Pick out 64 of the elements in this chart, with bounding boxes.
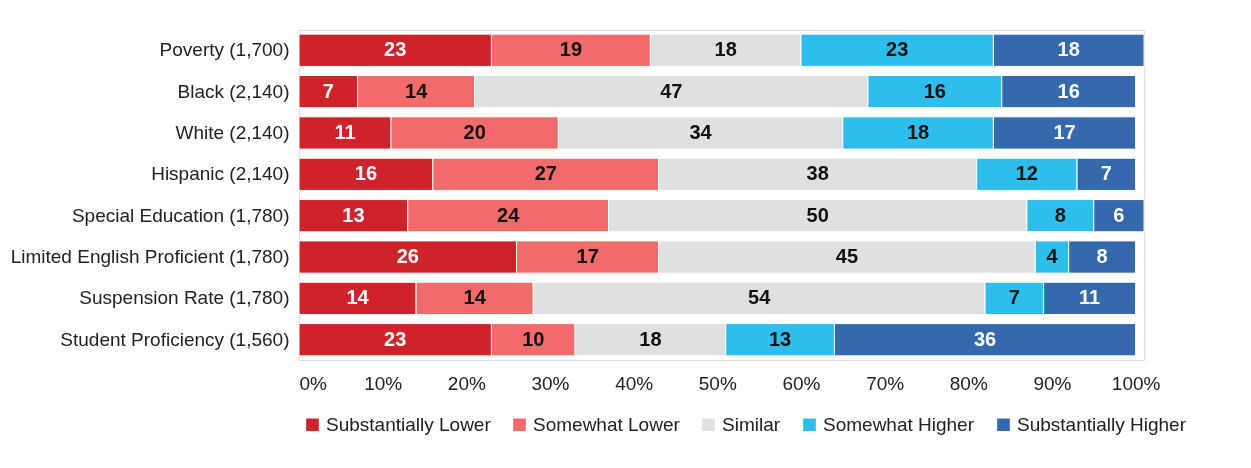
x-tick-label: 10% — [364, 372, 403, 394]
legend-label: Somewhat Higher — [823, 413, 975, 435]
data-label: 19 — [559, 38, 583, 61]
data-label: 7 — [1008, 286, 1020, 309]
x-tick-label: 50% — [698, 372, 737, 394]
y-tick-label: Student Proficiency (1,560) — [60, 328, 290, 350]
y-tick-label: Limited English Proficient (1,780) — [10, 246, 290, 268]
data-label: 18 — [1057, 38, 1080, 61]
data-label: 11 — [334, 120, 356, 143]
y-tick-label: White (2,140) — [175, 121, 290, 143]
data-label: 11 — [1079, 286, 1101, 309]
y-tick-label: Suspension Rate (1,780) — [79, 287, 290, 309]
data-label: 38 — [806, 162, 829, 185]
data-label: 36 — [973, 327, 997, 350]
data-label: 23 — [384, 38, 407, 61]
legend-label: Somewhat Lower — [533, 413, 681, 435]
data-label: 13 — [342, 203, 365, 226]
data-label: 18 — [906, 120, 930, 143]
data-label: 34 — [689, 120, 713, 143]
data-label: 47 — [660, 79, 683, 102]
y-tick-label: Special Education (1,780) — [71, 204, 290, 226]
data-label: 23 — [886, 38, 909, 61]
x-tick-label: 70% — [866, 372, 905, 394]
data-label: 18 — [714, 38, 737, 61]
data-label: 14 — [346, 286, 370, 309]
data-label: 50 — [806, 203, 829, 226]
data-label: 4 — [1046, 245, 1059, 268]
data-label: 20 — [463, 120, 486, 143]
data-label: 7 — [322, 79, 334, 102]
data-label: 16 — [923, 79, 946, 102]
x-tick-label: 60% — [782, 372, 821, 394]
y-tick-label: Poverty (1,700) — [159, 39, 290, 61]
data-label: 14 — [463, 286, 487, 309]
y-tick-label: Hispanic (2,140) — [151, 163, 290, 185]
x-tick-label: 20% — [447, 372, 486, 394]
data-label: 45 — [835, 245, 859, 268]
y-tick-label: Black (2,140) — [177, 80, 290, 102]
data-label: 18 — [639, 327, 662, 350]
legend-label: Substantially Higher — [1017, 413, 1187, 435]
data-label: 7 — [1100, 162, 1112, 185]
data-label: 26 — [396, 245, 419, 268]
data-label: 16 — [354, 162, 378, 185]
data-label: 16 — [1057, 79, 1080, 102]
data-label: 17 — [576, 245, 599, 268]
legend-label: Substantially Lower — [326, 413, 492, 435]
legend-label: Similar — [722, 413, 781, 435]
data-label: 10 — [522, 327, 545, 350]
data-label: 27 — [534, 162, 557, 185]
data-label: 23 — [384, 327, 407, 350]
x-tick-label: 30% — [531, 372, 570, 394]
data-label: 8 — [1096, 245, 1108, 268]
data-label: 12 — [1015, 162, 1038, 185]
x-tick-label: 90% — [1033, 372, 1072, 394]
data-label: 6 — [1113, 203, 1125, 226]
data-label: 8 — [1054, 203, 1066, 226]
data-label: 24 — [497, 203, 521, 226]
x-tick-label: 40% — [615, 372, 654, 394]
data-label: 14 — [405, 79, 429, 102]
x-tick-label: 80% — [949, 372, 988, 394]
x-tick-label: 100% — [1111, 372, 1161, 394]
data-label: 17 — [1053, 120, 1076, 143]
data-label: 13 — [768, 327, 792, 350]
data-label: 54 — [748, 286, 772, 309]
x-tick-label: 0% — [299, 372, 328, 394]
